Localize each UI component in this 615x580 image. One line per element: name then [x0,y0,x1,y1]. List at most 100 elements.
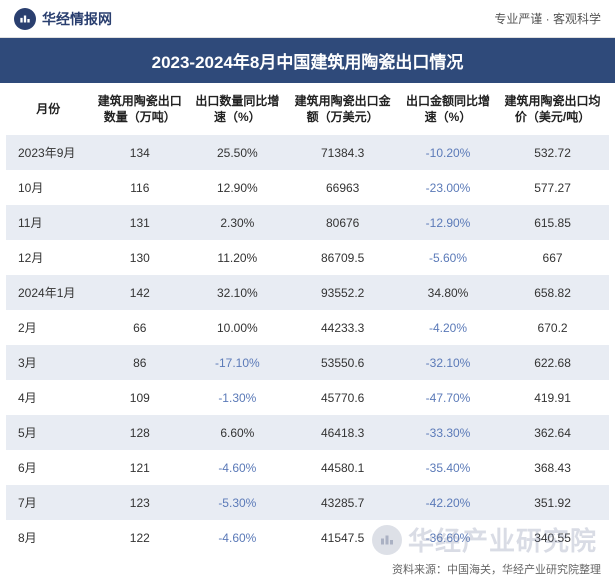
cell-month: 3月 [6,345,90,380]
cell-qty: 131 [90,205,189,240]
cell-qty: 134 [90,135,189,170]
table-row: 12月13011.20%86709.5-5.60%667 [6,240,609,275]
cell-price: 622.68 [496,345,609,380]
logo-text: 华经情报网 [42,9,112,29]
cell-month: 4月 [6,380,90,415]
col-amt-yoy: 出口金额同比增速（%） [400,83,496,135]
cell-price: 351.92 [496,485,609,520]
cell-qty: 130 [90,240,189,275]
cell-amt-yoy: 34.80% [400,275,496,310]
cell-amt-yoy: -33.30% [400,415,496,450]
col-qty: 建筑用陶瓷出口数量（万吨） [90,83,189,135]
cell-qty-yoy: 11.20% [189,240,285,275]
cell-qty-yoy: -4.60% [189,450,285,485]
table-row: 2024年1月14232.10%93552.234.80%658.82 [6,275,609,310]
cell-amt-yoy: -35.40% [400,450,496,485]
cell-month: 5月 [6,415,90,450]
cell-price: 419.91 [496,380,609,415]
cell-qty-yoy: 25.50% [189,135,285,170]
cell-amt: 93552.2 [285,275,399,310]
page-title: 2023-2024年8月中国建筑用陶瓷出口情况 [0,38,615,83]
cell-month: 2023年9月 [6,135,90,170]
cell-amt: 53550.6 [285,345,399,380]
cell-amt-yoy: -23.00% [400,170,496,205]
cell-amt-yoy: -36.60% [400,520,496,555]
cell-price: 615.85 [496,205,609,240]
tagline: 专业严谨 · 客观科学 [494,10,601,27]
table-row: 2023年9月13425.50%71384.3-10.20%532.72 [6,135,609,170]
cell-price: 532.72 [496,135,609,170]
cell-qty: 116 [90,170,189,205]
export-table: 月份 建筑用陶瓷出口数量（万吨） 出口数量同比增速（%） 建筑用陶瓷出口金额（万… [6,83,609,555]
cell-amt: 66963 [285,170,399,205]
table-row: 8月122-4.60%41547.5-36.60%340.55 [6,520,609,555]
cell-qty-yoy: -5.30% [189,485,285,520]
col-qty-yoy: 出口数量同比增速（%） [189,83,285,135]
cell-price: 362.64 [496,415,609,450]
cell-price: 577.27 [496,170,609,205]
cell-qty: 122 [90,520,189,555]
cell-amt-yoy: -42.20% [400,485,496,520]
cell-qty-yoy: 32.10% [189,275,285,310]
table-row: 5月1286.60%46418.3-33.30%362.64 [6,415,609,450]
col-month: 月份 [6,83,90,135]
cell-month: 8月 [6,520,90,555]
table-row: 3月86-17.10%53550.6-32.10%622.68 [6,345,609,380]
cell-price: 340.55 [496,520,609,555]
table-row: 2月6610.00%44233.3-4.20%670.2 [6,310,609,345]
header-bar: 华经情报网 专业严谨 · 客观科学 [0,0,615,38]
cell-price: 368.43 [496,450,609,485]
table-header-row: 月份 建筑用陶瓷出口数量（万吨） 出口数量同比增速（%） 建筑用陶瓷出口金额（万… [6,83,609,135]
table-row: 4月109-1.30%45770.6-47.70%419.91 [6,380,609,415]
cell-qty-yoy: -4.60% [189,520,285,555]
col-amt: 建筑用陶瓷出口金额（万美元） [285,83,399,135]
cell-month: 10月 [6,170,90,205]
cell-qty: 123 [90,485,189,520]
cell-amt: 43285.7 [285,485,399,520]
cell-qty: 109 [90,380,189,415]
logo-area: 华经情报网 [14,8,112,30]
cell-month: 12月 [6,240,90,275]
cell-qty: 142 [90,275,189,310]
logo-icon [14,8,36,30]
cell-amt-yoy: -10.20% [400,135,496,170]
cell-month: 11月 [6,205,90,240]
cell-amt-yoy: -47.70% [400,380,496,415]
cell-amt: 44580.1 [285,450,399,485]
cell-qty-yoy: -17.10% [189,345,285,380]
cell-amt: 80676 [285,205,399,240]
table-row: 11月1312.30%80676-12.90%615.85 [6,205,609,240]
table-row: 10月11612.90%66963-23.00%577.27 [6,170,609,205]
cell-qty-yoy: 12.90% [189,170,285,205]
cell-amt: 44233.3 [285,310,399,345]
cell-month: 2024年1月 [6,275,90,310]
cell-qty: 121 [90,450,189,485]
cell-amt: 41547.5 [285,520,399,555]
table-row: 6月121-4.60%44580.1-35.40%368.43 [6,450,609,485]
cell-price: 667 [496,240,609,275]
cell-amt: 71384.3 [285,135,399,170]
cell-qty-yoy: 6.60% [189,415,285,450]
footer-source: 资料来源：中国海关，华经产业研究院整理 [0,555,615,577]
cell-month: 6月 [6,450,90,485]
cell-qty: 86 [90,345,189,380]
cell-price: 658.82 [496,275,609,310]
col-price: 建筑用陶瓷出口均价（美元/吨） [496,83,609,135]
cell-amt: 86709.5 [285,240,399,275]
cell-qty: 66 [90,310,189,345]
table-wrap: 月份 建筑用陶瓷出口数量（万吨） 出口数量同比增速（%） 建筑用陶瓷出口金额（万… [0,83,615,555]
cell-month: 7月 [6,485,90,520]
cell-month: 2月 [6,310,90,345]
cell-amt: 46418.3 [285,415,399,450]
cell-amt-yoy: -12.90% [400,205,496,240]
cell-amt-yoy: -4.20% [400,310,496,345]
cell-amt-yoy: -5.60% [400,240,496,275]
cell-qty: 128 [90,415,189,450]
cell-amt: 45770.6 [285,380,399,415]
cell-qty-yoy: 2.30% [189,205,285,240]
cell-price: 670.2 [496,310,609,345]
cell-qty-yoy: -1.30% [189,380,285,415]
table-row: 7月123-5.30%43285.7-42.20%351.92 [6,485,609,520]
cell-qty-yoy: 10.00% [189,310,285,345]
cell-amt-yoy: -32.10% [400,345,496,380]
